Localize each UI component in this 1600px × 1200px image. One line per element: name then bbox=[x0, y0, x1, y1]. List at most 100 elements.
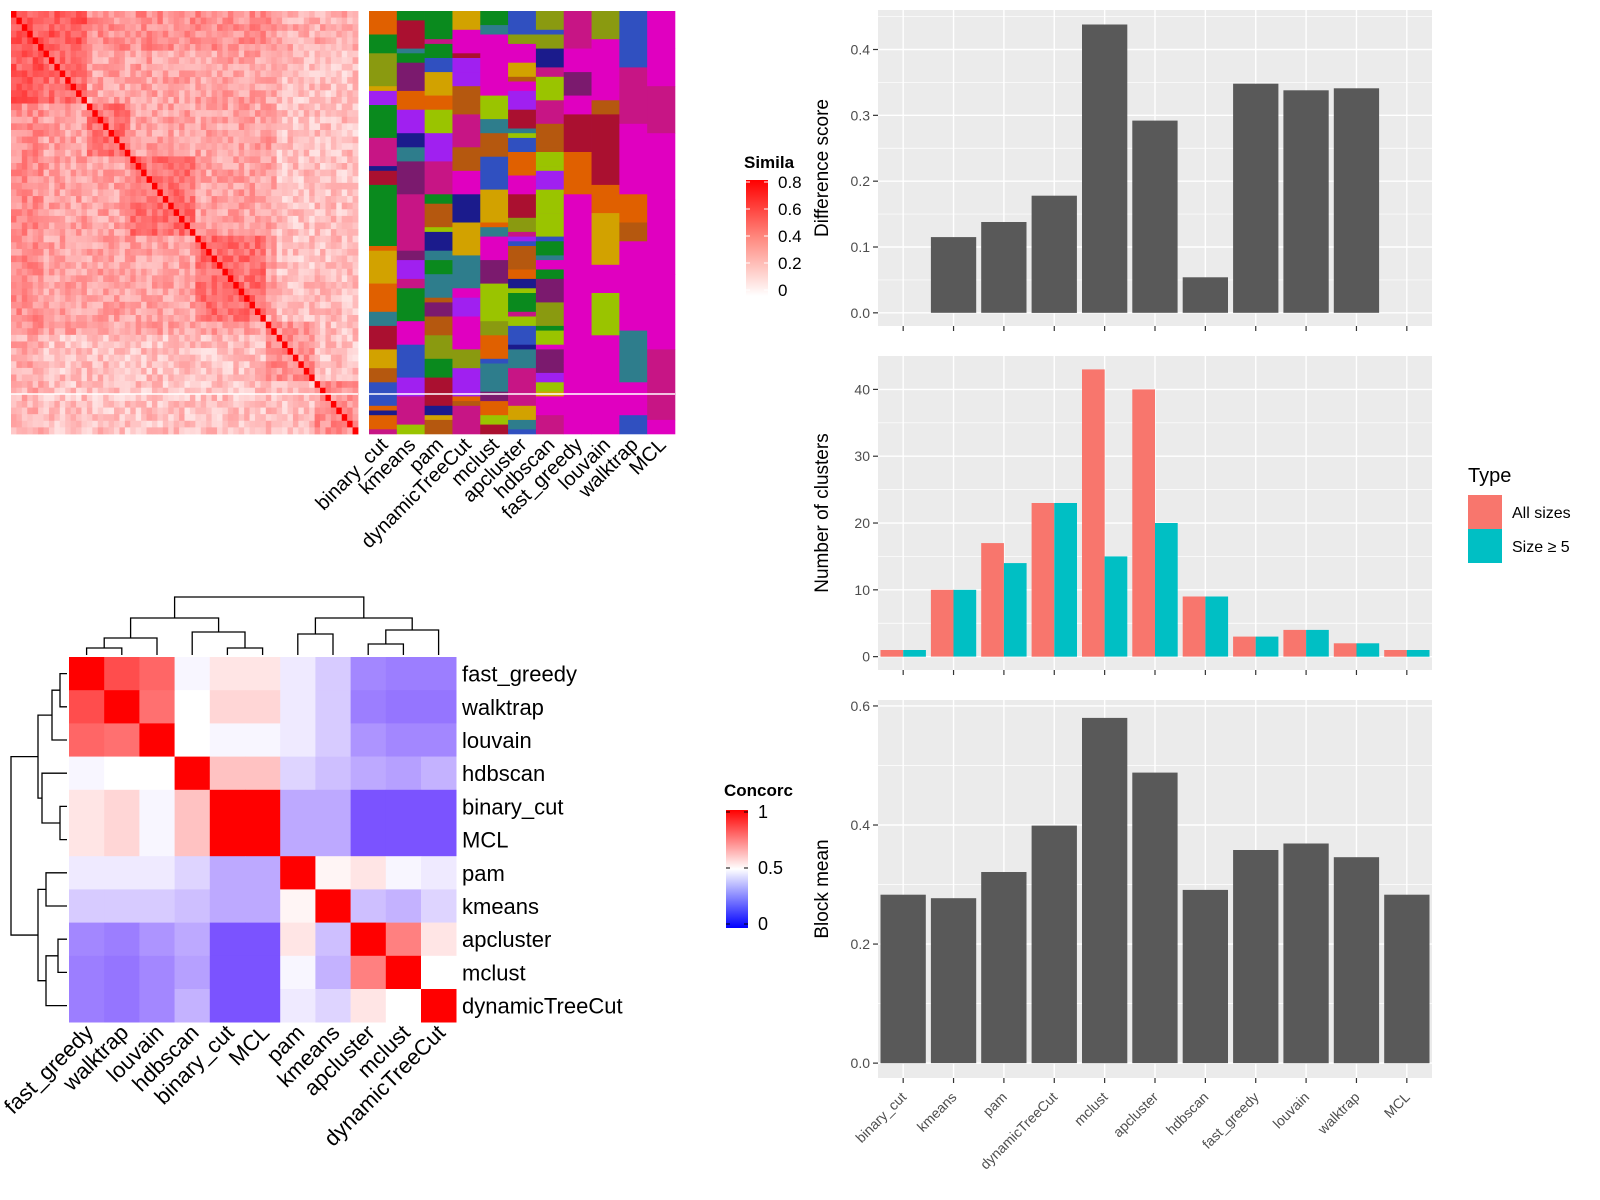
similarity-cell bbox=[65, 407, 72, 415]
similarity-cell bbox=[217, 77, 223, 85]
similarity-cell bbox=[97, 229, 104, 237]
similarity-cell bbox=[189, 420, 196, 428]
similarity-cell bbox=[21, 235, 28, 243]
concordance-cell bbox=[245, 690, 281, 724]
similarity-cell bbox=[135, 420, 142, 428]
similarity-cell bbox=[97, 189, 104, 197]
bar-pam bbox=[981, 222, 1027, 313]
similarity-cell bbox=[54, 163, 61, 171]
similarity-cell bbox=[157, 315, 164, 323]
similarity-cell bbox=[254, 96, 261, 104]
similarity-cell bbox=[303, 169, 310, 177]
similarity-cell bbox=[336, 354, 343, 362]
similarity-cell bbox=[173, 24, 180, 32]
similarity-cell bbox=[168, 182, 175, 190]
similarity-cell bbox=[287, 328, 294, 336]
cluster-cell bbox=[424, 415, 453, 421]
similarity-cell bbox=[303, 374, 310, 382]
similarity-cell bbox=[92, 169, 99, 177]
similarity-cell bbox=[146, 229, 153, 237]
similarity-cell bbox=[222, 268, 229, 276]
similarity-cell bbox=[184, 414, 191, 422]
similarity-cell bbox=[11, 400, 17, 408]
cluster-cell bbox=[647, 349, 676, 421]
similarity-cell bbox=[21, 374, 28, 382]
similarity-cell bbox=[189, 96, 196, 104]
similarity-cell bbox=[341, 57, 348, 65]
similarity-cell bbox=[352, 136, 359, 144]
similarity-cell bbox=[287, 414, 294, 422]
similarity-cell bbox=[249, 295, 256, 303]
similarity-cell bbox=[86, 156, 93, 164]
similarity-cell bbox=[86, 189, 93, 197]
similarity-cell bbox=[341, 275, 348, 283]
similarity-cell bbox=[92, 321, 99, 329]
similarity-cell bbox=[32, 400, 39, 408]
similarity-cell bbox=[43, 44, 50, 52]
similarity-cell bbox=[179, 176, 185, 184]
similarity-cell bbox=[320, 17, 326, 25]
similarity-cell bbox=[76, 209, 82, 217]
similarity-cell bbox=[303, 202, 310, 210]
similarity-cell bbox=[265, 308, 272, 316]
similarity-cell bbox=[11, 129, 17, 137]
concordance-cell bbox=[350, 657, 387, 691]
similarity-cell bbox=[222, 176, 229, 184]
similarity-cell bbox=[54, 288, 61, 296]
similarity-cell bbox=[249, 288, 256, 296]
y-tick-label: 20 bbox=[854, 515, 870, 531]
similarity-cell bbox=[11, 182, 17, 190]
similarity-cell bbox=[86, 427, 93, 435]
dendrogram-branch bbox=[297, 633, 334, 655]
similarity-cell bbox=[238, 63, 245, 71]
cluster-cell bbox=[508, 90, 537, 110]
similarity-cell bbox=[92, 268, 99, 276]
similarity-cell bbox=[211, 295, 218, 303]
similarity-cell bbox=[27, 414, 34, 422]
cluster-cell bbox=[508, 368, 537, 392]
similarity-cell bbox=[130, 44, 137, 52]
similarity-cell bbox=[54, 182, 61, 190]
similarity-cell bbox=[11, 77, 17, 85]
similarity-cell bbox=[157, 361, 164, 369]
concordance-cell bbox=[421, 922, 457, 957]
similarity-cell bbox=[130, 374, 137, 382]
similarity-cell bbox=[303, 321, 310, 329]
similarity-cell bbox=[32, 281, 39, 289]
cluster-cell bbox=[396, 161, 425, 195]
similarity-cell bbox=[179, 400, 185, 408]
similarity-cell bbox=[200, 24, 207, 32]
similarity-cell bbox=[265, 17, 272, 25]
similarity-cell bbox=[76, 149, 82, 157]
similarity-cell bbox=[179, 136, 185, 144]
similarity-cell bbox=[162, 123, 169, 131]
similarity-cell bbox=[70, 288, 77, 296]
similarity-cell bbox=[189, 229, 196, 237]
similarity-cell bbox=[347, 222, 353, 230]
similarity-cell bbox=[103, 229, 109, 237]
similarity-cell bbox=[195, 361, 202, 369]
similarity-cell bbox=[336, 70, 343, 78]
similarity-cell bbox=[173, 196, 180, 204]
similarity-cell bbox=[189, 427, 196, 435]
similarity-cell bbox=[151, 11, 158, 19]
similarity-cell bbox=[238, 295, 245, 303]
similarity-cell bbox=[162, 110, 169, 118]
similarity-cell bbox=[157, 414, 164, 422]
similarity-cell bbox=[271, 202, 278, 210]
similarity-cell bbox=[320, 50, 326, 58]
similarity-cell bbox=[184, 37, 191, 45]
dendrogram-branch bbox=[59, 672, 67, 708]
similarity-cell bbox=[108, 44, 115, 52]
similarity-cell bbox=[303, 242, 310, 250]
similarity-cell bbox=[65, 163, 72, 171]
similarity-cell bbox=[173, 169, 180, 177]
similarity-cell bbox=[292, 414, 299, 422]
similarity-cell bbox=[320, 295, 326, 303]
similarity-cell bbox=[233, 341, 240, 349]
similarity-cell bbox=[206, 354, 213, 362]
similarity-cell bbox=[249, 268, 256, 276]
similarity-cell bbox=[32, 374, 39, 382]
similarity-cell bbox=[97, 367, 104, 375]
similarity-cell bbox=[287, 354, 294, 362]
